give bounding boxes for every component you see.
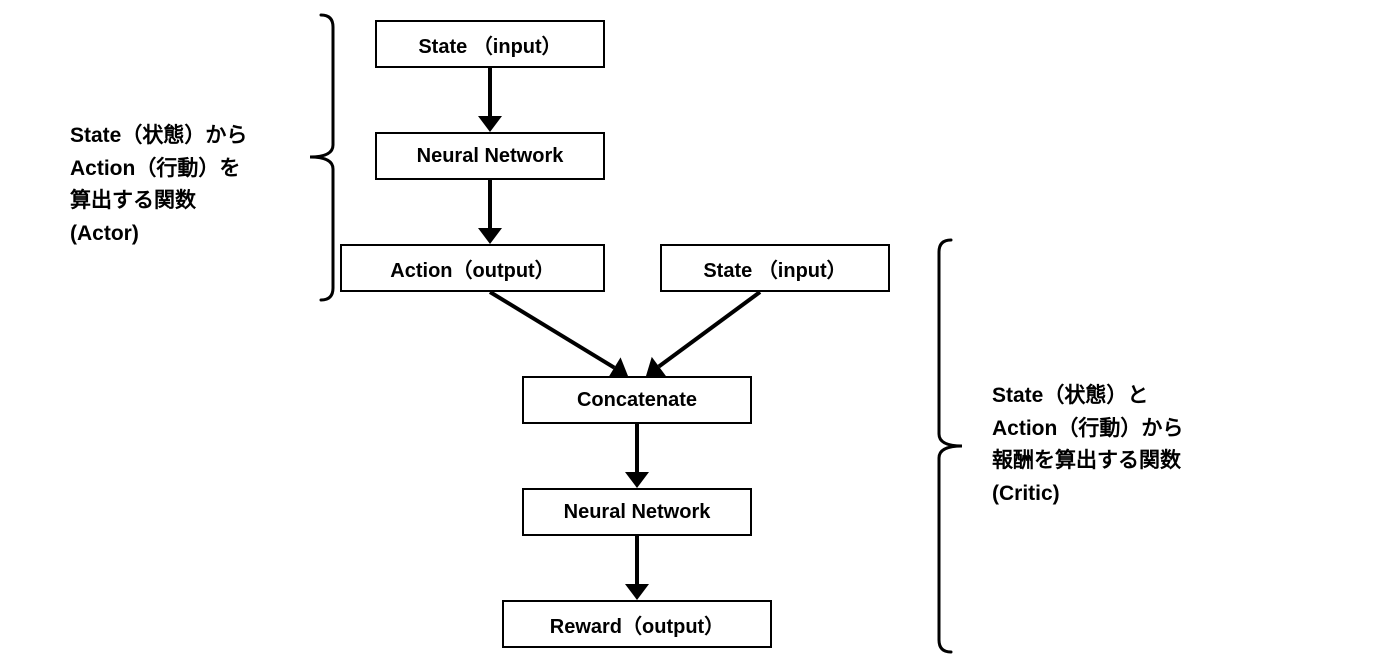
caption-line: (Actor)	[70, 218, 247, 251]
caption-line: (Critic)	[992, 478, 1183, 511]
node-concatenate: Concatenate	[522, 376, 752, 424]
node-action-output: Action（output）	[340, 244, 605, 292]
caption-line: State（状態）と	[992, 380, 1183, 413]
node-state-input-right: State （input）	[660, 244, 890, 292]
caption-line: 報酬を算出する関数	[992, 445, 1183, 478]
caption-actor: State（状態）から Action（行動）を 算出する関数 (Actor)	[70, 120, 247, 250]
connector-layer	[0, 0, 1374, 659]
caption-line: Action（行動）を	[70, 153, 247, 186]
node-label: Action（output）	[390, 254, 554, 283]
node-neural-network-top: Neural Network	[375, 132, 605, 180]
node-state-input-top: State （input）	[375, 20, 605, 68]
caption-line: Action（行動）から	[992, 413, 1183, 446]
node-label: Concatenate	[577, 389, 697, 412]
caption-line: 算出する関数	[70, 185, 247, 218]
node-label: State （input）	[418, 30, 561, 59]
node-neural-network-bottom: Neural Network	[522, 488, 752, 536]
node-reward-output: Reward（output）	[502, 600, 772, 648]
caption-critic: State（状態）と Action（行動）から 報酬を算出する関数 (Criti…	[992, 380, 1183, 510]
node-label: Reward（output）	[550, 610, 724, 639]
caption-line: State（状態）から	[70, 120, 247, 153]
node-label: Neural Network	[564, 501, 711, 524]
diagram-canvas: State （input） Neural Network Action（outp…	[0, 0, 1374, 659]
node-label: State （input）	[703, 254, 846, 283]
node-label: Neural Network	[417, 145, 564, 168]
